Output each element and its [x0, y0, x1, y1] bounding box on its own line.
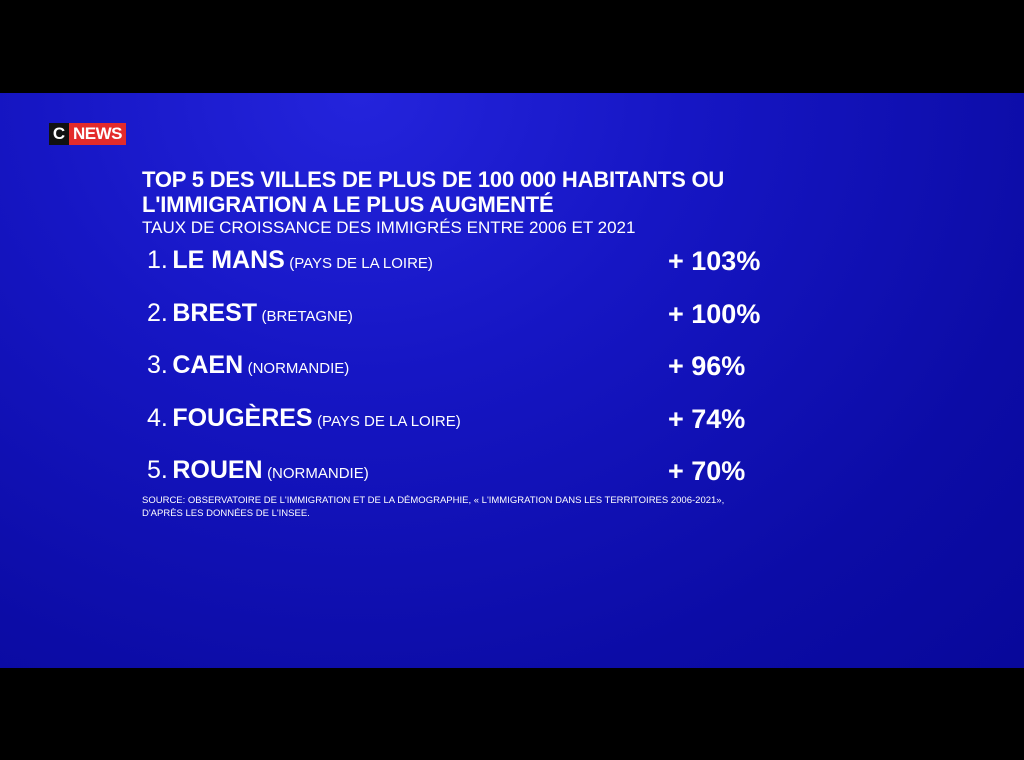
region: (BRETAGNE) [261, 308, 353, 325]
growth-value: + 70% [668, 456, 746, 486]
cnews-logo: C NEWS [49, 123, 126, 145]
growth-value: + 100% [668, 299, 761, 329]
rank: 3. [147, 351, 168, 379]
rank: 1. [147, 246, 168, 274]
ranking-row: 2. BREST (BRETAGNE) + 100% [147, 299, 807, 333]
ranking-row: 1. LE MANS (PAYS DE LA LOIRE) + 103% [147, 246, 807, 280]
region: (PAYS DE LA LOIRE) [289, 255, 433, 272]
logo-c: C [49, 123, 69, 145]
city: BREST [172, 299, 258, 327]
rank: 2. [147, 299, 168, 327]
growth-value: + 103% [668, 246, 761, 276]
rank: 4. [147, 404, 168, 432]
infographic-panel: C NEWS TOP 5 DES VILLES DE PLUS DE 100 0… [0, 93, 1024, 668]
region: (NORMANDIE) [247, 360, 350, 377]
region: (NORMANDIE) [267, 465, 369, 482]
source-line-2: D'APRÈS LES DONNÉES DE L'INSEE. [142, 508, 310, 519]
title-line-1: TOP 5 DES VILLES DE PLUS DE 100 000 HABI… [142, 167, 725, 192]
source-note: SOURCE: OBSERVATOIRE DE L'IMMIGRATION ET… [142, 494, 724, 520]
subtitle: TAUX DE CROISSANCE DES IMMIGRÉS ENTRE 20… [142, 218, 636, 237]
ranking-row: 3. CAEN (NORMANDIE) + 96% [147, 351, 807, 385]
city: ROUEN [172, 456, 263, 484]
city: LE MANS [172, 246, 285, 274]
city: CAEN [172, 351, 244, 379]
ranking-row: 5. ROUEN (NORMANDIE) + 70% [147, 456, 807, 490]
growth-value: + 96% [668, 351, 746, 381]
growth-value: + 74% [668, 404, 746, 434]
source-line-1: SOURCE: OBSERVATOIRE DE L'IMMIGRATION ET… [142, 495, 725, 506]
logo-news: NEWS [69, 123, 126, 145]
title-line-2: L'IMMIGRATION A LE PLUS AUGMENTÉ [142, 192, 554, 217]
rank: 5. [147, 456, 168, 484]
region: (PAYS DE LA LOIRE) [317, 413, 461, 430]
ranking-row: 4. FOUGÈRES (PAYS DE LA LOIRE) + 74% [147, 404, 807, 438]
page-title: TOP 5 DES VILLES DE PLUS DE 100 000 HABI… [142, 167, 724, 217]
city: FOUGÈRES [172, 404, 313, 432]
